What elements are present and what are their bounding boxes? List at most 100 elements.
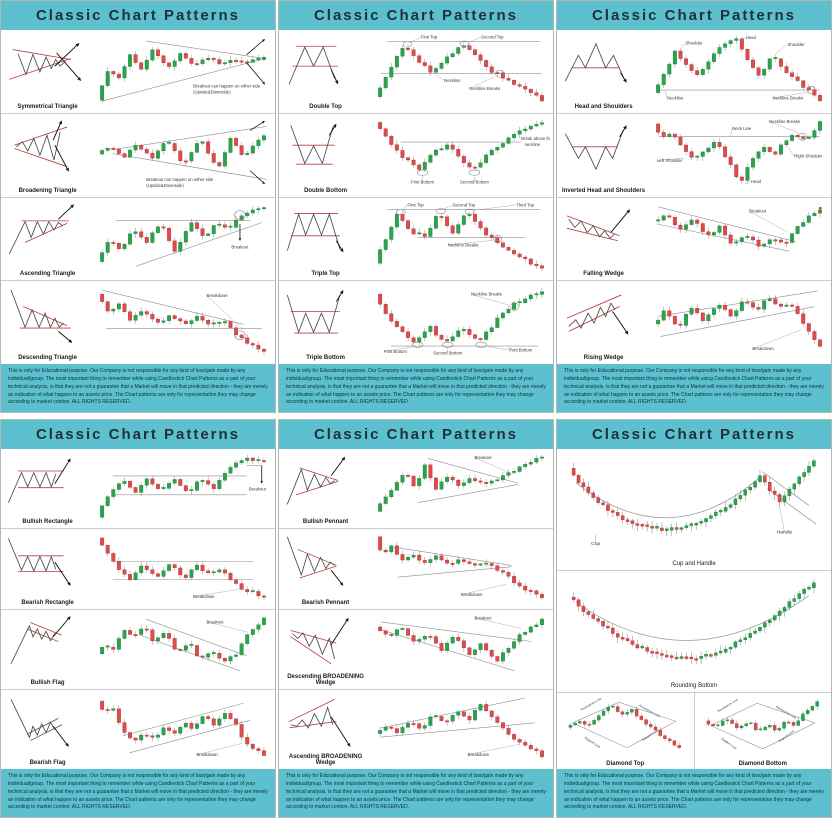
pattern-label: Head and Shoulders (574, 103, 633, 110)
annotation-label: Second Bottom (460, 180, 490, 185)
pattern-section-triple-bottom: First Bottom Second Bottom Third Bottom Nec… (279, 280, 553, 364)
annotation-label: Handle (777, 529, 793, 534)
pattern-label: Bullish Flag (30, 679, 65, 686)
pattern-poster-3: Classic Chart Patterns Shoulder Head Shoul… (556, 0, 832, 413)
pattern-poster-5: Classic Chart Patterns Breakout Bullish P… (278, 419, 554, 818)
pattern-sketch-ascending-broadening-wedge (288, 699, 351, 748)
disclaimer-text: This is only for Educational purpose. Ou… (279, 769, 553, 817)
annotation-label: (Upside&Downside) (146, 183, 184, 188)
pattern-label: Double Bottom (304, 187, 348, 194)
annotation-label: Neckline Breaks (470, 87, 501, 92)
disclaimer-text: This is only for Educational purpose. Ou… (1, 364, 275, 412)
pattern-section-ascending-triangle: Breakout Ascending Triangle (1, 196, 275, 281)
candlestick-chart-descending-broadening-wedge: Breakout (378, 615, 545, 672)
pattern-poster-6: Classic Chart Patterns Cup Handle Cup and … (556, 419, 832, 818)
pattern-section-head-and-shoulders: Shoulder Head Shoulder Neckline Neckline Bre… (557, 30, 831, 113)
pattern-sketch-descending-broadening-wedge (290, 617, 349, 664)
pattern-section-rounding-bottom: Rounding Bottom (557, 570, 831, 692)
pattern-section-rising-wedge: Breakdown Rising Wedge (557, 280, 831, 364)
annotation-label: Resistance Line (775, 705, 798, 720)
candlestick-chart-bullish-pennant: Breakout (378, 455, 545, 513)
poster-header: Classic Chart Patterns (279, 420, 553, 449)
annotation-label: Shoulder (686, 41, 704, 46)
annotation-label: Second Top (453, 202, 476, 207)
pattern-poster-4: Classic Chart Patterns Breakout Bullish R… (0, 419, 276, 818)
annotation-label: Breakout (749, 209, 767, 214)
pattern-sketch-inverted-head-and-shoulders (564, 125, 627, 171)
pattern-sketch-rising-wedge (566, 294, 629, 335)
annotation-label: First Top (421, 35, 438, 40)
annotation-label: Breakout (207, 619, 225, 624)
pattern-label: Bearish Flag (29, 760, 66, 767)
annotation-label: Neck Line (733, 126, 753, 131)
pattern-label: Diamond Bottom (738, 761, 787, 768)
pattern-label: Descending Triangle (18, 355, 77, 362)
annotation-label: Right Shoulder (794, 154, 823, 159)
annotation-label: Support Line (641, 728, 659, 741)
annotation-label: Breakout (475, 455, 493, 460)
disclaimer-text: This is only for Educational purpose. Ou… (279, 364, 553, 412)
pattern-sketch-broadening-triangle (14, 120, 69, 172)
candlestick-chart-double-bottom: First Bottom Second Bottom Break above the… (378, 120, 550, 185)
annotation-label: Support Line (584, 736, 602, 749)
pattern-section-double-bottom: First Bottom Second Bottom Break above the… (279, 112, 553, 197)
poster-title: Classic Chart Patterns (35, 426, 241, 443)
pattern-label: Bullish Rectangle (22, 519, 73, 526)
annotation-label: Breakdown (193, 594, 215, 599)
poster-sections: First Top Second Top Neckline Neckline Brea… (279, 30, 553, 364)
pattern-sketch-head-and-shoulders (564, 42, 627, 83)
pattern-sketch-falling-wedge (566, 209, 630, 242)
pattern-section-bullish-pennant: Breakout Bullish Pennant (279, 449, 553, 528)
pattern-sketch-ascending-triangle (8, 204, 74, 255)
annotation-label: Third Bottom (508, 347, 533, 352)
candlestick-chart-rounding-bottom (572, 579, 816, 665)
pattern-label: Rounding Bottom (670, 683, 718, 690)
annotation-label: Breakdown (468, 752, 490, 757)
pattern-label: Ascending Triangle (19, 271, 76, 278)
candlestick-chart-cup-and-handle: Cup Handle (572, 457, 817, 545)
annotation-label: Second Top (481, 35, 504, 40)
annotation-label: Support Line (777, 729, 795, 742)
pattern-label: Bearish Pennant (301, 599, 350, 606)
candlestick-chart-head-and-shoulders: Shoulder Head Shoulder Neckline Neckline Bre… (656, 35, 823, 103)
pattern-label: Cup and Handle (672, 561, 716, 568)
pattern-section-cup-and-handle: Cup Handle Cup and Handle (557, 449, 831, 570)
candlestick-chart-broadening-triangle: Breakout can happen on either side(Upsid… (100, 121, 267, 188)
poster-header: Classic Chart Patterns (557, 1, 831, 30)
poster-header: Classic Chart Patterns (557, 420, 831, 449)
pattern-label: Diamond Top (606, 761, 645, 768)
poster-title: Classic Chart Patterns (591, 426, 797, 443)
pattern-section-bearish-rectangle: Breakdown Bearish Rectangle (1, 528, 275, 608)
annotation-label: Neckline Breaks (769, 119, 800, 124)
candlestick-chart-descending-triangle: Breakdown (100, 289, 267, 355)
poster-title: Classic Chart Patterns (35, 7, 241, 24)
disclaimer-text: This is only for Educational purpose. Ou… (557, 769, 831, 817)
annotation-label: Breakdown (461, 592, 483, 597)
pattern-sketch-symmetrical-triangle (8, 43, 81, 82)
candlestick-chart-bullish-rectangle: Breakout (100, 455, 267, 520)
annotation-label: Second Bottom (433, 350, 463, 355)
pattern-sketch-bullish-flag (10, 615, 71, 664)
candlestick-chart-triple-bottom: First Bottom Second Bottom Third Bottom Nec… (378, 287, 545, 355)
pattern-poster-2: Classic Chart Patterns First Top Second T… (278, 0, 554, 413)
annotation-label: Breakout (232, 245, 250, 250)
annotation-label: Resistance Line (716, 698, 739, 713)
pattern-sketch-triple-bottom (286, 289, 344, 334)
annotation-label: Breakout (475, 615, 493, 620)
pattern-label: Triple Top (311, 271, 340, 278)
annotation-label: Third Top (516, 202, 534, 207)
candlestick-chart-bearish-pennant: Breakdown (378, 535, 545, 601)
poster-sections: Breakout Bullish Rectangle Breakdown Bearis… (1, 449, 275, 769)
pattern-label: Double Top (309, 103, 342, 110)
candlestick-chart-falling-wedge: Breakout (656, 206, 823, 252)
pattern-sketch-triple-top (286, 212, 344, 253)
annotation-label: Neckline Breaks (471, 292, 502, 297)
annotation-label: First Bottom (411, 180, 434, 185)
annotation-label: Left Shoulder (657, 158, 683, 163)
pattern-section-bullish-rectangle: Breakout Bullish Rectangle (1, 449, 275, 528)
annotation-label: neckline (525, 142, 541, 147)
annotation-label: (Upside&Downside) (193, 90, 231, 95)
annotation-label: Neckline Breaks (448, 243, 479, 248)
